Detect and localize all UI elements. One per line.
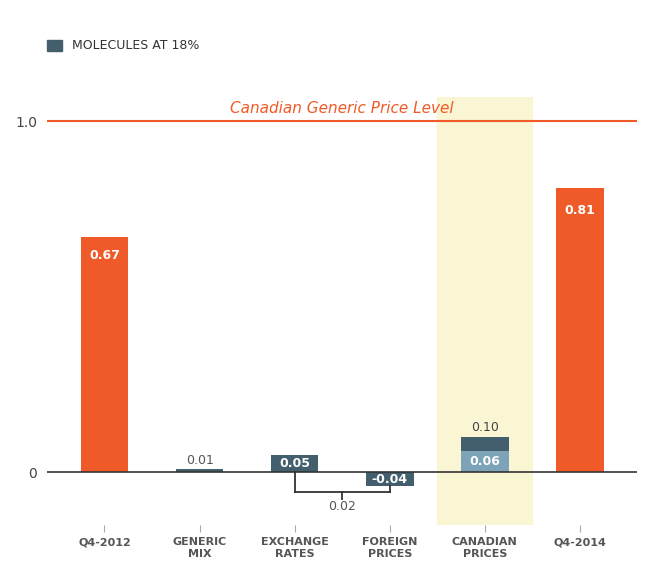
Bar [176,469,224,472]
Bar [556,188,604,472]
Text: 0.05: 0.05 [279,457,310,470]
Text: 0.01: 0.01 [186,454,213,467]
Bar [81,237,128,472]
Text: 0.06: 0.06 [469,455,500,468]
Text: 0.10: 0.10 [471,421,499,435]
Text: 0.02: 0.02 [328,501,356,513]
Text: 0.67: 0.67 [89,249,120,262]
Bar [366,472,413,486]
Bar [437,96,533,525]
Bar [461,451,509,472]
Legend: MOLECULES AT 18%: MOLECULES AT 18% [42,34,204,57]
Bar [461,437,509,472]
Bar [271,455,318,472]
Text: Canadian Generic Price Level: Canadian Generic Price Level [230,101,454,116]
Text: -0.04: -0.04 [372,473,408,486]
Text: 0.81: 0.81 [565,204,595,217]
